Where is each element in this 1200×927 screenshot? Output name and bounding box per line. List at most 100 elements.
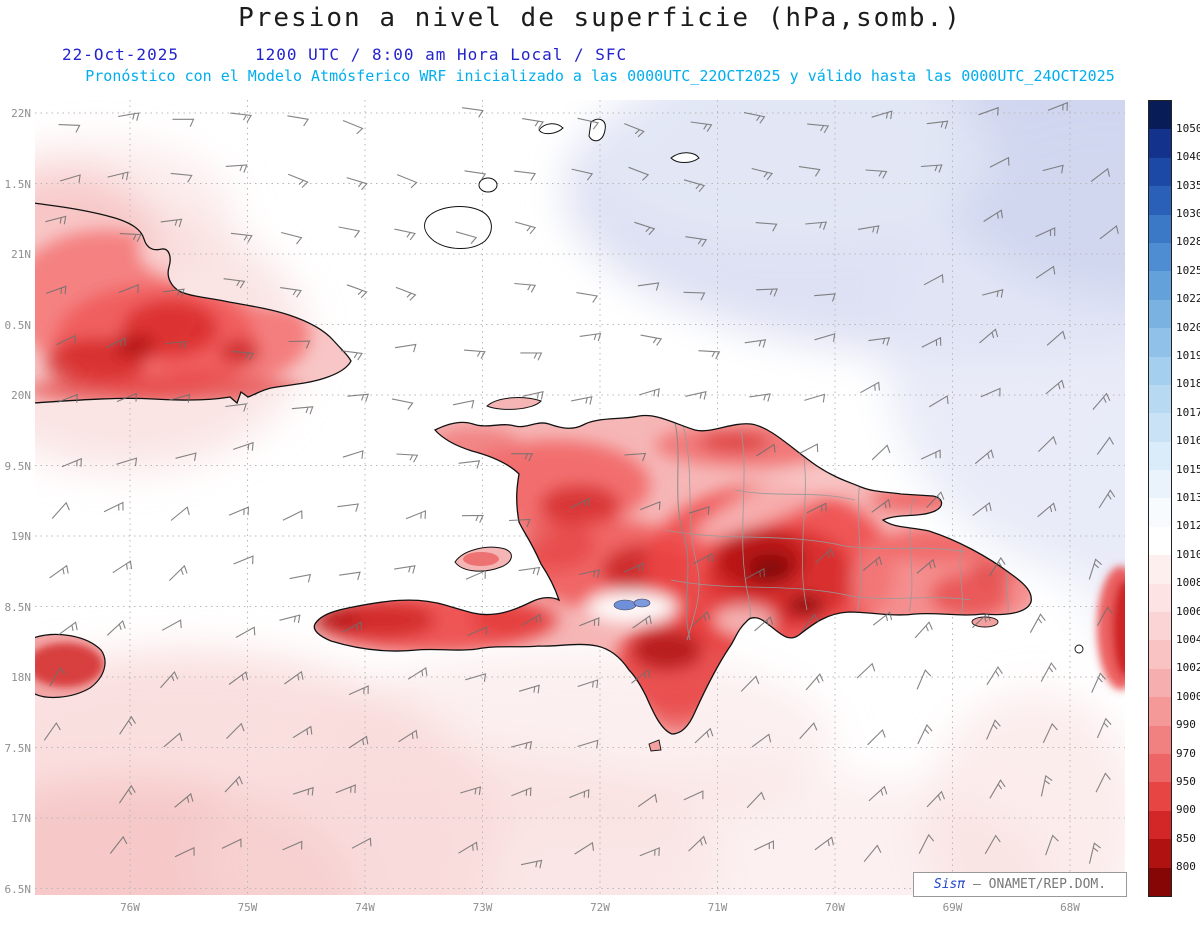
valid-time-label: 1200 UTC / 8:00 am Hora Local / SFC <box>255 45 628 64</box>
wind-barb <box>116 457 138 467</box>
wind-barb <box>1035 227 1056 238</box>
wind-barb <box>514 282 537 293</box>
wind-barb <box>346 177 368 191</box>
wind-barb <box>511 787 532 797</box>
wind-barb <box>282 840 303 851</box>
colorbar-tick-label: 1025 <box>1176 263 1200 277</box>
wind-barb <box>989 156 1010 168</box>
wind-barb <box>175 452 197 462</box>
puerto-rico-edge <box>1097 566 1125 690</box>
colorbar-tick-label: 1030 <box>1176 207 1200 221</box>
wind-barb <box>1096 436 1114 455</box>
wind-barb <box>230 232 253 243</box>
wind-barb <box>287 173 309 188</box>
wind-barb <box>928 395 949 408</box>
wind-barbs <box>43 101 1119 869</box>
wind-barb <box>59 174 81 183</box>
wind-barb <box>982 289 1004 298</box>
wind-barb <box>863 844 882 863</box>
wind-barb <box>868 337 891 346</box>
wind-barb <box>458 841 478 854</box>
wind-barb <box>1035 265 1056 279</box>
wind-barb <box>926 120 949 129</box>
wind-barb <box>868 785 888 802</box>
wind-barb <box>640 501 661 511</box>
wind-barb <box>161 619 182 631</box>
wind-barb <box>405 510 427 520</box>
wind-barb <box>518 566 541 576</box>
wind-barb <box>45 215 67 225</box>
wind-barb <box>685 236 708 247</box>
wind-barb <box>292 786 314 796</box>
tortuga-island <box>486 397 542 410</box>
lat-label: 8.5N <box>4 600 32 614</box>
colorbar-segment <box>1149 526 1171 556</box>
wind-barb <box>1040 662 1057 682</box>
colorbar-tick-label: 1013 <box>1176 491 1200 504</box>
colorbar-tick-label: 800 <box>1176 860 1196 874</box>
wind-barb <box>798 443 819 455</box>
wind-barb <box>346 284 368 299</box>
colorbar-tick-label: 1002 <box>1176 661 1200 675</box>
wind-barb <box>521 613 542 626</box>
wind-barb <box>172 118 195 127</box>
wind-barb <box>118 112 140 121</box>
wind-barb <box>631 669 651 684</box>
lon-label: 76W <box>120 901 140 914</box>
wind-barb <box>335 784 356 794</box>
wind-barb <box>745 567 765 580</box>
lon-label: 72W <box>590 901 610 914</box>
wind-barb <box>632 614 652 629</box>
wind-barb <box>49 666 66 687</box>
wind-barb <box>574 841 595 855</box>
wind-barb <box>458 460 481 469</box>
wind-barb <box>520 859 543 869</box>
wind-barb <box>282 510 303 521</box>
colorbar-tick-label: 950 <box>1176 774 1196 788</box>
wind-barb <box>872 611 893 626</box>
colorbar-segment <box>1149 214 1171 243</box>
colorbar-tick-label: 1018 <box>1176 377 1200 391</box>
wind-barb <box>806 502 827 514</box>
colorbar-segment <box>1149 470 1171 499</box>
province-boundaries <box>664 421 1011 649</box>
wind-barb <box>814 293 836 302</box>
wind-barb <box>749 393 771 402</box>
wind-barb <box>755 222 778 232</box>
wind-barb <box>464 170 487 181</box>
wind-barb <box>169 564 188 581</box>
wind-barb <box>514 221 537 235</box>
wind-barb <box>342 621 363 633</box>
wind-barb <box>348 735 369 749</box>
wind-barb <box>984 834 1001 855</box>
wind-barb <box>744 339 767 348</box>
wind-barb <box>452 399 475 409</box>
wind-barb <box>391 398 414 410</box>
wind-barb <box>740 675 760 692</box>
wind-barb <box>460 786 482 795</box>
wind-barb <box>914 621 933 639</box>
wind-barb <box>51 501 70 519</box>
colorbar-segment <box>1149 498 1171 527</box>
wind-barb <box>1046 330 1066 346</box>
wind-barb <box>1042 164 1064 174</box>
wind-barb <box>394 343 417 353</box>
wind-barb <box>455 231 478 244</box>
wind-barb <box>989 556 1006 576</box>
pressure-map <box>35 100 1125 895</box>
wind-barb <box>571 168 594 181</box>
wind-barb <box>337 503 359 512</box>
wind-barb <box>398 729 418 743</box>
wind-barb <box>972 612 991 629</box>
wind-barb <box>579 617 600 627</box>
wind-barb <box>693 552 714 565</box>
wind-barb <box>224 775 243 793</box>
colorbar-segment <box>1149 186 1171 215</box>
lat-label: 7.5N <box>4 741 32 755</box>
wind-barb <box>690 121 713 132</box>
colorbar-segment <box>1149 640 1171 669</box>
wind-barb <box>58 124 81 133</box>
wind-barb <box>107 171 129 181</box>
wind-barb <box>1045 379 1065 395</box>
wind-barb <box>279 614 301 624</box>
